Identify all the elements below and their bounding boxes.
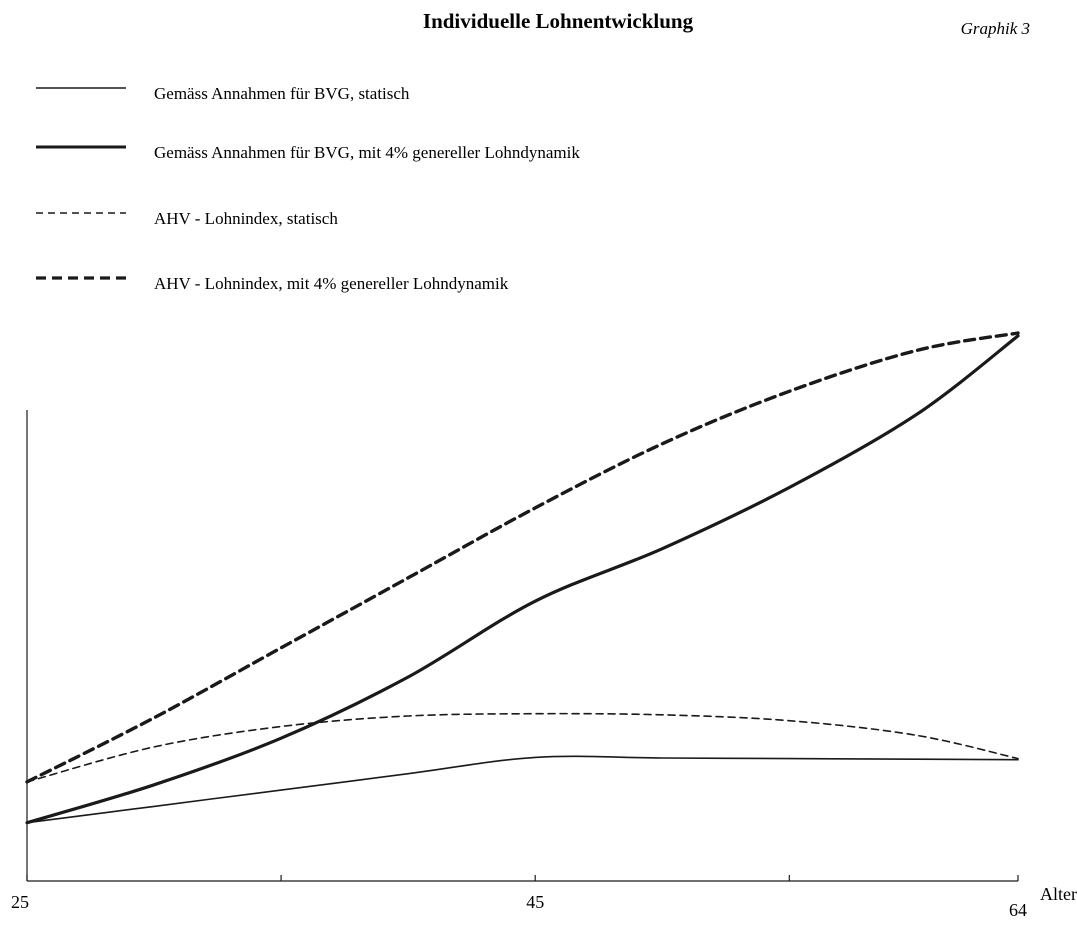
- figure-label: Graphik 3: [961, 19, 1030, 38]
- x-tick-label-45: 45: [526, 892, 544, 912]
- series-line-3: [25, 331, 1020, 784]
- series-layer: [25, 331, 1020, 825]
- x-ticks: [26, 875, 1019, 881]
- legend-label-2: AHV - Lohnindex, statisch: [154, 209, 338, 228]
- legend-label-3: AHV - Lohnindex, mit 4% genereller Lohnd…: [154, 274, 509, 293]
- x-tick-labels: 25 45 64: [11, 892, 1027, 920]
- x-tick-label-64: 64: [1009, 900, 1027, 920]
- chart-title: Individuelle Lohnentwicklung: [423, 9, 694, 33]
- legend: Gemäss Annahmen für BVG, statisch Gemäss…: [36, 84, 580, 293]
- x-axis-title: Alter: [1040, 884, 1077, 904]
- legend-label-1: Gemäss Annahmen für BVG, mit 4% generell…: [154, 143, 580, 162]
- x-tick-label-25: 25: [11, 892, 29, 912]
- legend-label-0: Gemäss Annahmen für BVG, statisch: [154, 84, 410, 103]
- series-line-2: [26, 712, 1019, 783]
- series-line-1: [25, 334, 1020, 825]
- axes: [26, 410, 1018, 882]
- series-line-0: [26, 755, 1019, 824]
